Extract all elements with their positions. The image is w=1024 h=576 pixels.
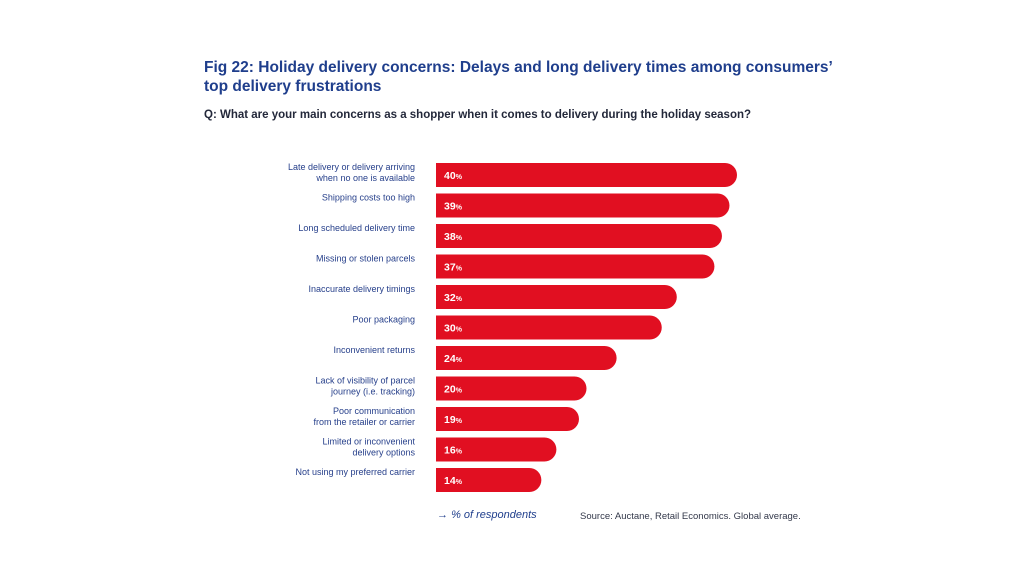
data-label-value: 39 xyxy=(444,201,456,213)
unit-label: → % of respondents xyxy=(437,509,537,521)
data-label-suffix: % xyxy=(456,418,463,425)
data-label: 19% xyxy=(444,414,463,426)
data-label-value: 32 xyxy=(444,292,456,304)
bar-group: 37% Missing or stolen parcels xyxy=(316,254,715,279)
category-label-line: Poor packaging xyxy=(352,315,415,325)
bar xyxy=(436,315,662,340)
data-label: 24% xyxy=(444,353,463,365)
data-label-value: 14 xyxy=(444,475,456,487)
category-label-line: Late delivery or delivery arriving xyxy=(288,162,415,172)
data-label: 30% xyxy=(444,323,463,335)
data-label-value: 20 xyxy=(444,384,456,396)
category-label-line: journey (i.e. tracking) xyxy=(330,387,415,397)
data-label-value: 19 xyxy=(444,414,456,426)
bar-group: 39% Shipping costs too high xyxy=(322,193,730,218)
data-label-value: 30 xyxy=(444,323,456,335)
data-label: 40% xyxy=(444,170,463,182)
bar-group: 16% Limited or inconvenient delivery optio… xyxy=(322,437,557,462)
category-label: Late delivery or delivery arriving when n… xyxy=(288,162,415,183)
category-label-line: Missing or stolen parcels xyxy=(316,254,416,264)
data-label-suffix: % xyxy=(456,174,463,181)
data-label-suffix: % xyxy=(456,357,463,364)
bar xyxy=(436,163,737,187)
bar-group: 40% Late delivery or delivery arriving whe… xyxy=(288,162,737,187)
bar-group: 20% Lack of visibility of parcel journey (… xyxy=(315,376,587,401)
data-label: 39% xyxy=(444,201,463,213)
data-label: 37% xyxy=(444,262,463,274)
bar xyxy=(436,437,557,462)
data-label: 20% xyxy=(444,384,463,396)
data-label: 14% xyxy=(444,475,463,487)
chart-title: Fig 22: Holiday delivery concerns: Delay… xyxy=(204,58,844,96)
data-label-value: 38 xyxy=(444,231,456,243)
category-label: Shipping costs too high xyxy=(322,193,415,203)
bar xyxy=(436,468,542,492)
category-label-line: Not using my preferred carrier xyxy=(295,467,415,477)
data-label-value: 16 xyxy=(444,445,456,457)
category-label: Missing or stolen parcels xyxy=(316,254,416,264)
bar xyxy=(436,407,579,431)
bar-group: 19% Poor communication from the retailer o… xyxy=(313,406,579,431)
bar-group: 24% Inconvenient returns xyxy=(333,345,617,370)
data-label-suffix: % xyxy=(456,266,463,273)
data-label-suffix: % xyxy=(456,327,463,334)
category-label-line: Inaccurate delivery timings xyxy=(308,284,415,294)
category-label-line: when no one is available xyxy=(315,173,415,183)
category-label-line: Shipping costs too high xyxy=(322,193,415,203)
category-label: Long scheduled delivery time xyxy=(298,223,415,233)
bar xyxy=(436,254,715,279)
data-label-value: 40 xyxy=(444,170,456,182)
data-label-suffix: % xyxy=(456,479,463,486)
data-label-suffix: % xyxy=(456,235,463,242)
bar xyxy=(436,224,722,248)
category-label-line: from the retailer or carrier xyxy=(313,417,415,427)
data-label: 16% xyxy=(444,445,463,457)
bar xyxy=(436,285,677,309)
category-label-line: Long scheduled delivery time xyxy=(298,223,415,233)
data-label: 38% xyxy=(444,231,463,243)
data-label: 32% xyxy=(444,292,463,304)
data-label-suffix: % xyxy=(456,388,463,395)
category-label-line: Inconvenient returns xyxy=(333,345,415,355)
arrow-right-icon: → xyxy=(437,509,448,521)
bar-group: 14% Not using my preferred carrier xyxy=(295,467,542,492)
category-label: Limited or inconvenient delivery options xyxy=(322,437,415,458)
bar-group: 30% Poor packaging xyxy=(352,315,662,340)
chart-title-line-2: top delivery frustrations xyxy=(204,78,382,95)
data-label-value: 24 xyxy=(444,353,456,365)
category-label: Poor packaging xyxy=(352,315,415,325)
category-label-line: Lack of visibility of parcel xyxy=(315,376,415,386)
bar xyxy=(436,346,617,370)
category-label: Poor communication from the retailer or c… xyxy=(313,406,415,427)
bar xyxy=(436,376,587,401)
category-label-line: Poor communication xyxy=(333,406,415,416)
survey-question: Q: What are your main concerns as a shop… xyxy=(204,109,752,121)
data-label-value: 37 xyxy=(444,262,456,274)
data-label-suffix: % xyxy=(456,296,463,303)
data-label-suffix: % xyxy=(456,449,463,456)
bar-group: 38% Long scheduled delivery time xyxy=(298,223,722,248)
category-label-line: Limited or inconvenient xyxy=(322,437,415,447)
bar-group: 32% Inaccurate delivery timings xyxy=(308,284,677,309)
data-label-suffix: % xyxy=(456,205,463,212)
category-label: Lack of visibility of parcel journey (i.e… xyxy=(315,376,415,397)
chart-title-line-1: Fig 22: Holiday delivery concerns: Delay… xyxy=(204,59,833,76)
category-label: Inaccurate delivery timings xyxy=(308,284,415,294)
unit-label-text: % of respondents xyxy=(451,509,537,521)
bar xyxy=(436,193,730,218)
category-label-line: delivery options xyxy=(352,448,415,458)
category-label: Not using my preferred carrier xyxy=(295,467,415,477)
category-label: Inconvenient returns xyxy=(333,345,415,355)
source-note: Source: Auctane, Retail Economics. Globa… xyxy=(580,511,801,522)
